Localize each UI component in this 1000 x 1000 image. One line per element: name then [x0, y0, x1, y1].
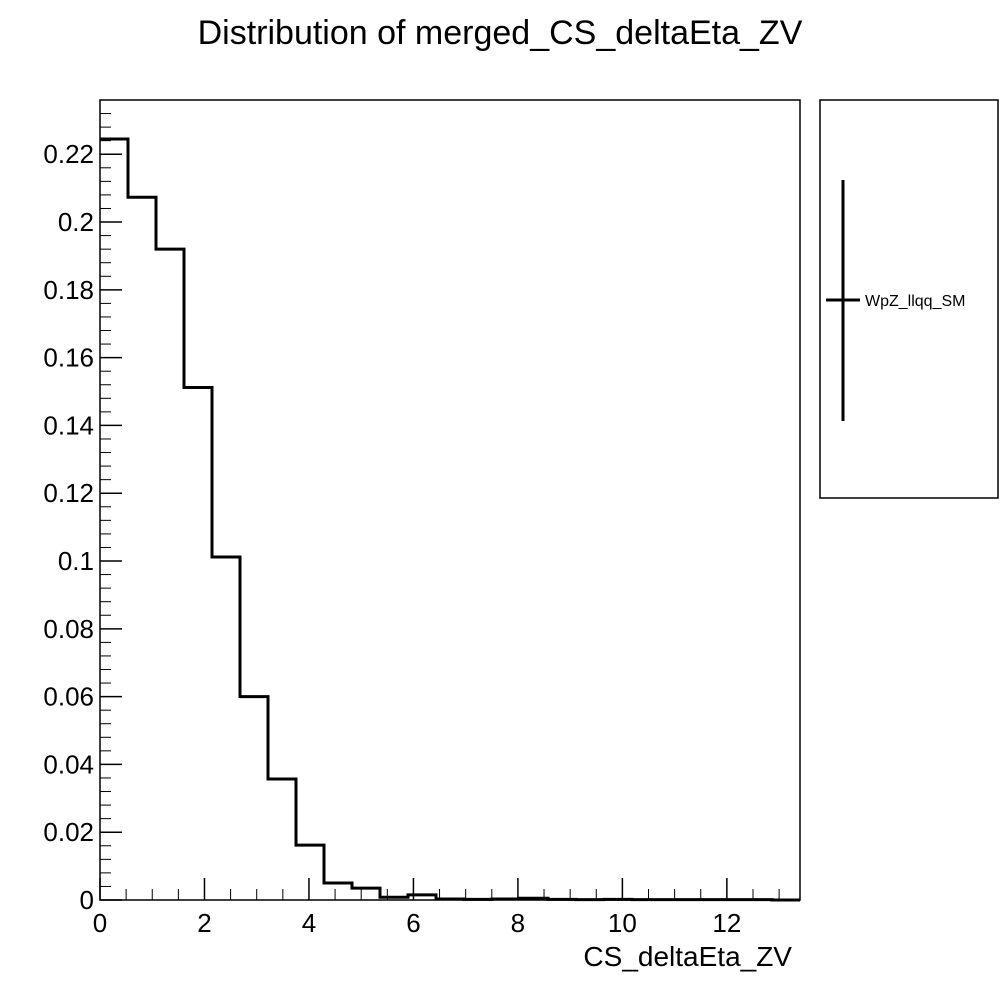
histogram-bins	[100, 139, 772, 900]
histogram-bin	[156, 249, 184, 900]
x-tick-label: 2	[197, 908, 211, 938]
histogram-bin	[128, 197, 156, 900]
y-tick-label: 0.18	[43, 275, 94, 305]
x-tick-label: 12	[712, 908, 741, 938]
histogram-bin	[296, 845, 324, 900]
histogram-bin	[184, 387, 212, 900]
x-tick-label: 4	[302, 908, 316, 938]
x-tick-label: 6	[406, 908, 420, 938]
y-tick-label: 0.06	[43, 682, 94, 712]
x-tick-label: 8	[511, 908, 525, 938]
y-axis: 0 0.02 0.04 0.06 0.08 0.1 0.12 0.14 0.16 0.18 0.2 0…	[43, 99, 122, 915]
histogram-bin	[324, 883, 352, 900]
y-tick-label: 0.12	[43, 478, 94, 508]
y-tick-label: 0.16	[43, 343, 94, 373]
histogram-bin	[212, 557, 240, 900]
x-tick-label: 0	[93, 908, 107, 938]
legend-entry-label: WpZ_llqq_SM	[865, 293, 965, 310]
y-tick-label: 0.02	[43, 817, 94, 847]
y-tick-label: 0	[80, 885, 94, 915]
y-tick-label: 0.04	[43, 749, 94, 779]
histogram-bin	[352, 888, 380, 900]
legend: WpZ_llqq_SM	[819, 99, 999, 499]
y-tick-label: 0.1	[58, 546, 94, 576]
plot-frame	[99, 99, 801, 901]
histogram-bin	[240, 697, 268, 900]
x-axis: 0 2 4 6 8 10 12	[93, 878, 780, 938]
x-axis-label: CS_deltaEta_ZV	[583, 941, 792, 972]
histogram-bin	[268, 779, 296, 900]
chart-title: Distribution of merged_CS_deltaEta_ZV	[198, 14, 803, 52]
y-tick-label: 0.14	[43, 410, 94, 440]
y-tick-label: 0.2	[58, 207, 94, 237]
x-tick-label: 10	[608, 908, 637, 938]
histogram-outline	[100, 137, 800, 902]
histogram-bin	[100, 139, 128, 900]
y-tick-label: 0.08	[43, 614, 94, 644]
y-tick-label: 0.22	[43, 139, 94, 169]
